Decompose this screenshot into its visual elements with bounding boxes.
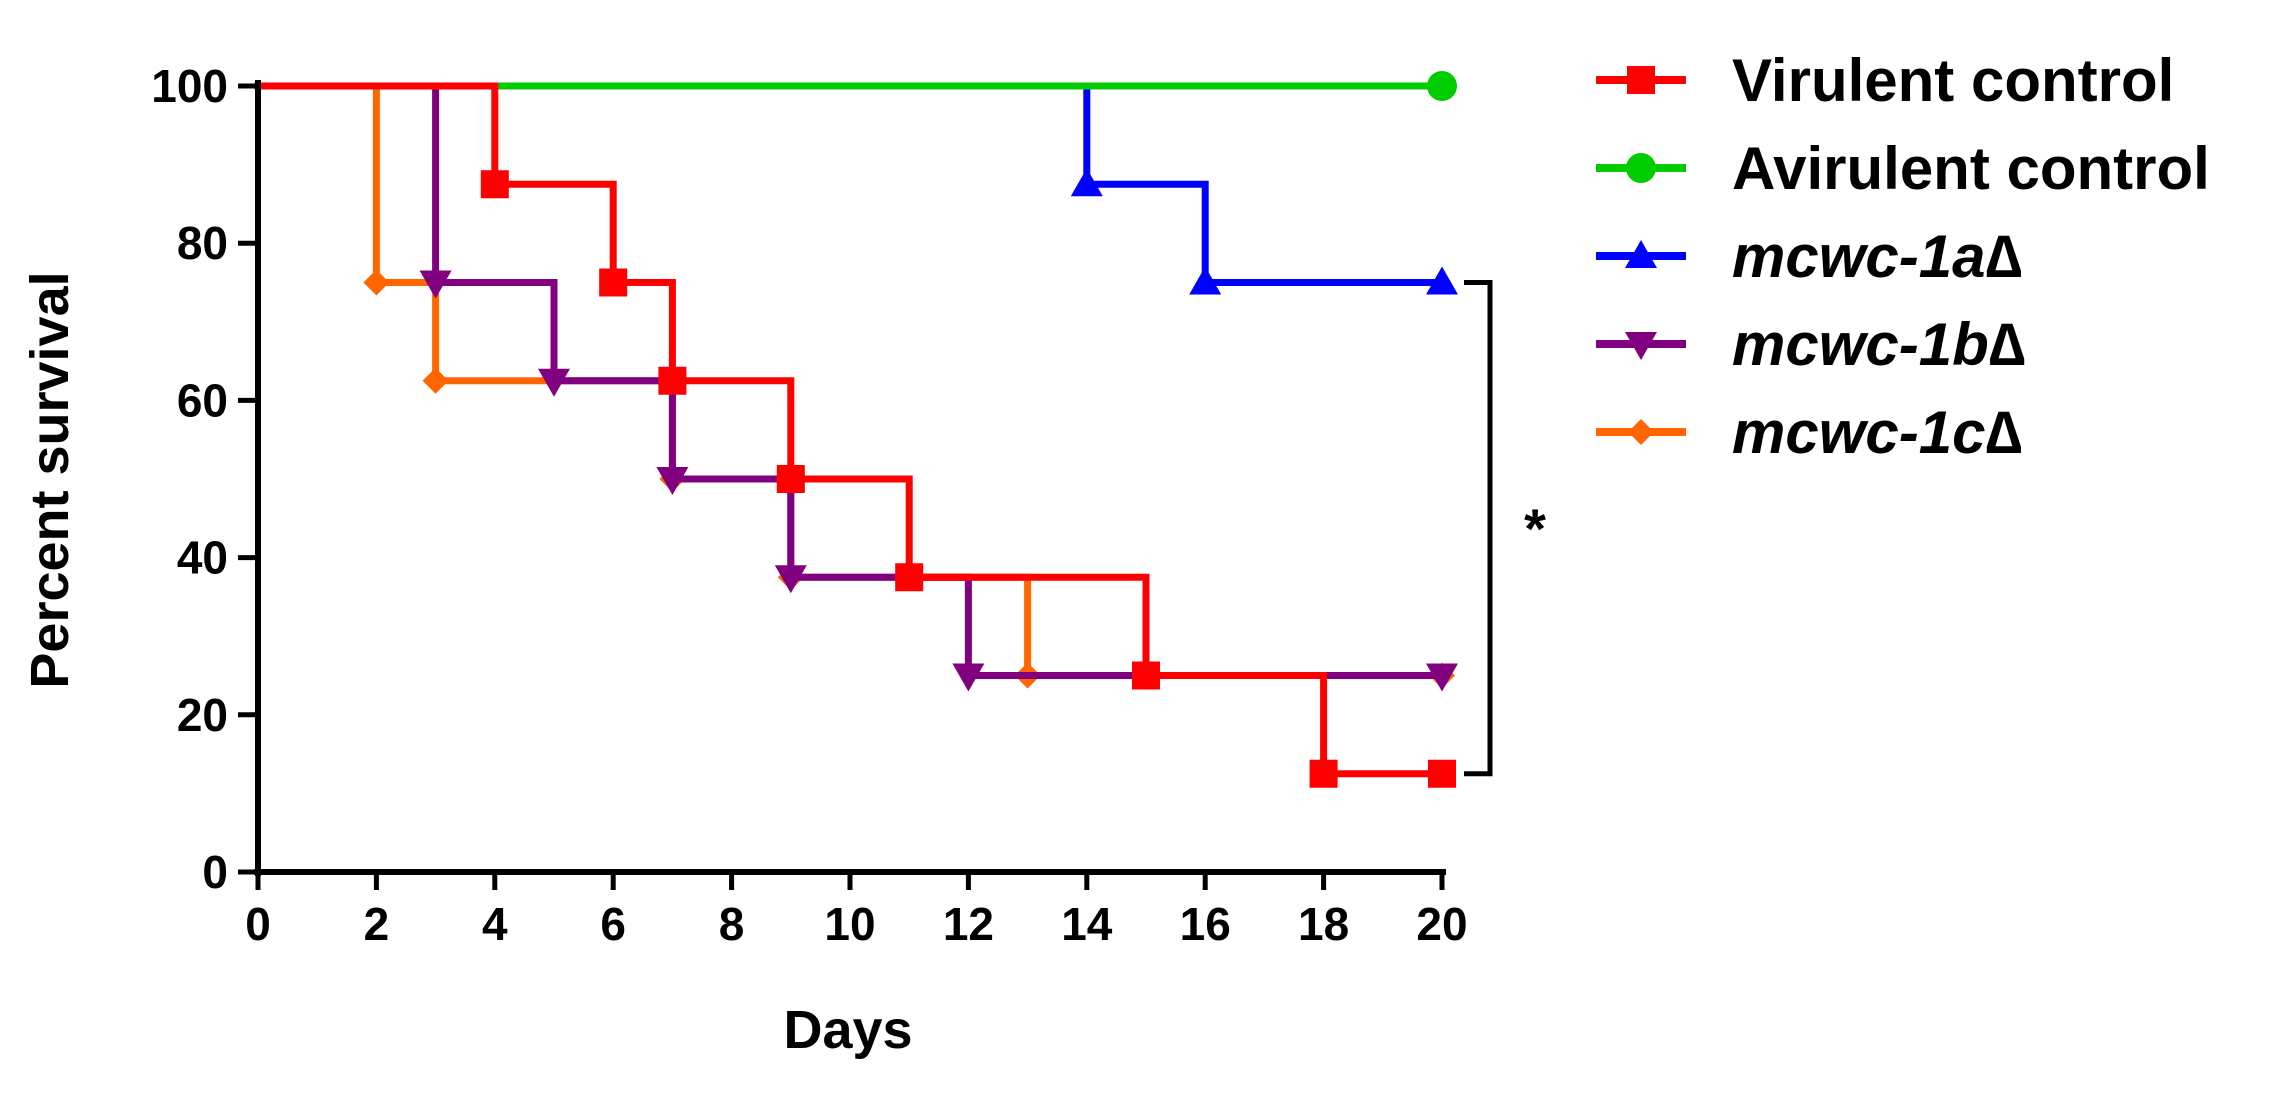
series-0 — [254, 82, 1456, 788]
legend-swatch-marker-2 — [1625, 240, 1657, 268]
series-2-point-1 — [1189, 266, 1222, 295]
series-4-point-1 — [422, 367, 449, 394]
series-3-point-5 — [1426, 663, 1458, 692]
x-tick-label-10: 20 — [1416, 898, 1467, 950]
x-tick-label-5: 10 — [824, 898, 875, 950]
series-4-point-0 — [363, 269, 390, 296]
legend-swatch-marker-3 — [1625, 332, 1657, 360]
x-tick-label-6: 12 — [943, 898, 994, 950]
y-tick-label-4: 80 — [177, 217, 228, 269]
legend-swatch-marker-4 — [1628, 419, 1654, 445]
x-axis-title: Days — [783, 1000, 912, 1060]
legend-swatch-marker-1 — [1626, 153, 1656, 183]
legend-swatch-marker-0 — [1627, 66, 1655, 94]
legend-item-3: mcwc-1b∆ — [1596, 311, 2025, 378]
legend-layer: Virulent control Avirulent control mcwc-1a… — [1596, 47, 2210, 466]
series-0-point-0 — [480, 170, 509, 199]
series-2-point-0 — [1070, 168, 1103, 197]
x-tick-label-8: 16 — [1180, 898, 1231, 950]
series-0-point-6 — [1309, 759, 1338, 788]
y-tick-label-1: 20 — [177, 689, 228, 741]
y-tick-label-3: 60 — [177, 374, 228, 426]
series-2-point-2 — [1426, 266, 1458, 295]
series-3-point-4 — [952, 663, 985, 692]
significance-bracket-0 — [1464, 280, 1493, 777]
series-3-point-1 — [538, 368, 570, 397]
series-0-point-2 — [658, 366, 687, 395]
series-0-point-5 — [1132, 661, 1160, 690]
legend-item-2: mcwc-1a∆ — [1596, 223, 2022, 290]
series-1-point-0 — [1427, 71, 1457, 101]
significance-label-0: * — [1524, 497, 1546, 560]
legend-label-4: mcwc-1c∆ — [1732, 399, 2022, 466]
series-0-point-1 — [599, 268, 628, 297]
x-tick-label-2: 4 — [482, 898, 508, 950]
series-0-point-3 — [776, 465, 805, 493]
ticks-layer: 0 2 4 6 8 10 12 14 16 18 20 0 20 40 60 80 100 — [151, 60, 1467, 950]
series-3-point-2 — [656, 467, 689, 495]
legend-item-1: Avirulent control — [1596, 135, 2210, 202]
series-layer — [254, 71, 1458, 788]
series-0-point-4 — [895, 563, 924, 592]
x-tick-label-7: 14 — [1061, 898, 1113, 950]
annotation-layer: * — [1464, 280, 1546, 777]
series-line-0 — [254, 82, 1446, 778]
legend-label-3: mcwc-1b∆ — [1732, 311, 2025, 378]
legend-label-1: Avirulent control — [1732, 135, 2210, 202]
legend-item-4: mcwc-1c∆ — [1596, 399, 2022, 466]
legend-item-0: Virulent control — [1596, 47, 2174, 114]
series-3 — [254, 82, 1458, 692]
x-tick-label-0: 0 — [245, 898, 271, 950]
legend-label-0: Virulent control — [1732, 47, 2174, 114]
y-tick-label-5: 100 — [151, 60, 228, 112]
legend-label-2: mcwc-1a∆ — [1732, 223, 2022, 290]
y-tick-label-0: 0 — [202, 846, 228, 898]
series-0-point-7 — [1428, 759, 1456, 788]
series-3-point-3 — [774, 565, 807, 594]
x-tick-label-4: 8 — [719, 898, 745, 950]
y-tick-label-2: 40 — [177, 532, 228, 584]
series-line-3 — [254, 82, 1446, 679]
x-tick-label-9: 18 — [1298, 898, 1349, 950]
x-tick-label-3: 6 — [600, 898, 626, 950]
series-3-point-0 — [419, 270, 452, 299]
y-axis-title: Percent survival — [20, 271, 80, 688]
x-tick-label-1: 2 — [364, 898, 390, 950]
